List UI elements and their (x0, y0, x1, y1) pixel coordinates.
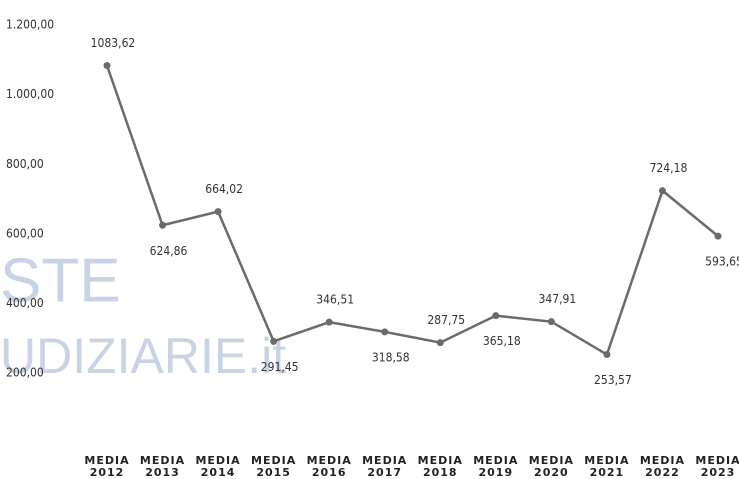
marker (270, 337, 278, 345)
marker (159, 221, 167, 229)
marker (436, 339, 444, 347)
x-tick-label: MEDIA 2018 (417, 454, 463, 479)
x-tick-label: MEDIA 2016 (306, 454, 352, 479)
data-label: 347,91 (538, 292, 576, 306)
x-tick-label: MEDIA 2019 (473, 454, 519, 479)
x-tick-label: MEDIA 2021 (584, 454, 630, 479)
y-tick-label: 400,00 (6, 296, 44, 310)
x-tick-label: MEDIA 2013 (139, 454, 186, 479)
data-label: 724,18 (650, 161, 688, 175)
x-tick-label: MEDIA 2012 (84, 454, 130, 479)
data-label: 291,45 (261, 360, 299, 374)
data-label: 346,51 (316, 293, 354, 307)
line (105, 65, 719, 357)
x-tick-label: MEDIA 2014 (195, 454, 241, 479)
marker (547, 318, 555, 326)
data-label: 287,75 (427, 313, 465, 327)
x-tick-label: MEDIA 2015 (251, 454, 297, 479)
data-label: 624,86 (150, 244, 188, 258)
marker (603, 351, 611, 359)
y-tick-label: 1.200,00 (6, 18, 54, 32)
x-tick-label: MEDIA 2017 (362, 454, 408, 479)
watermark: STE (0, 246, 121, 315)
x-tick-label: MEDIA 2022 (639, 454, 686, 479)
data-label: 253,57 (594, 373, 632, 387)
marker (214, 208, 222, 216)
marker (103, 62, 111, 70)
data-label: 318,58 (372, 350, 410, 364)
marker (325, 318, 333, 326)
x-tick-label: MEDIA 2020 (528, 454, 574, 479)
y-tick-label: 600,00 (6, 226, 44, 240)
marker (492, 312, 500, 320)
data-label: 593,65 (705, 255, 739, 269)
x-tick-label: MEDIA 2023 (695, 454, 739, 479)
y-tick-label: 800,00 (6, 157, 44, 171)
data-label: 664,02 (205, 182, 243, 196)
data-label: 365,18 (483, 334, 521, 348)
marker (658, 187, 666, 195)
watermark: UDIZIARIE.it (0, 328, 286, 384)
data-label: 1083,62 (91, 36, 136, 50)
marker (714, 232, 722, 240)
marker (381, 328, 389, 336)
y-tick-label: 200,00 (6, 366, 44, 380)
y-tick-label: 1.000,00 (6, 87, 54, 101)
